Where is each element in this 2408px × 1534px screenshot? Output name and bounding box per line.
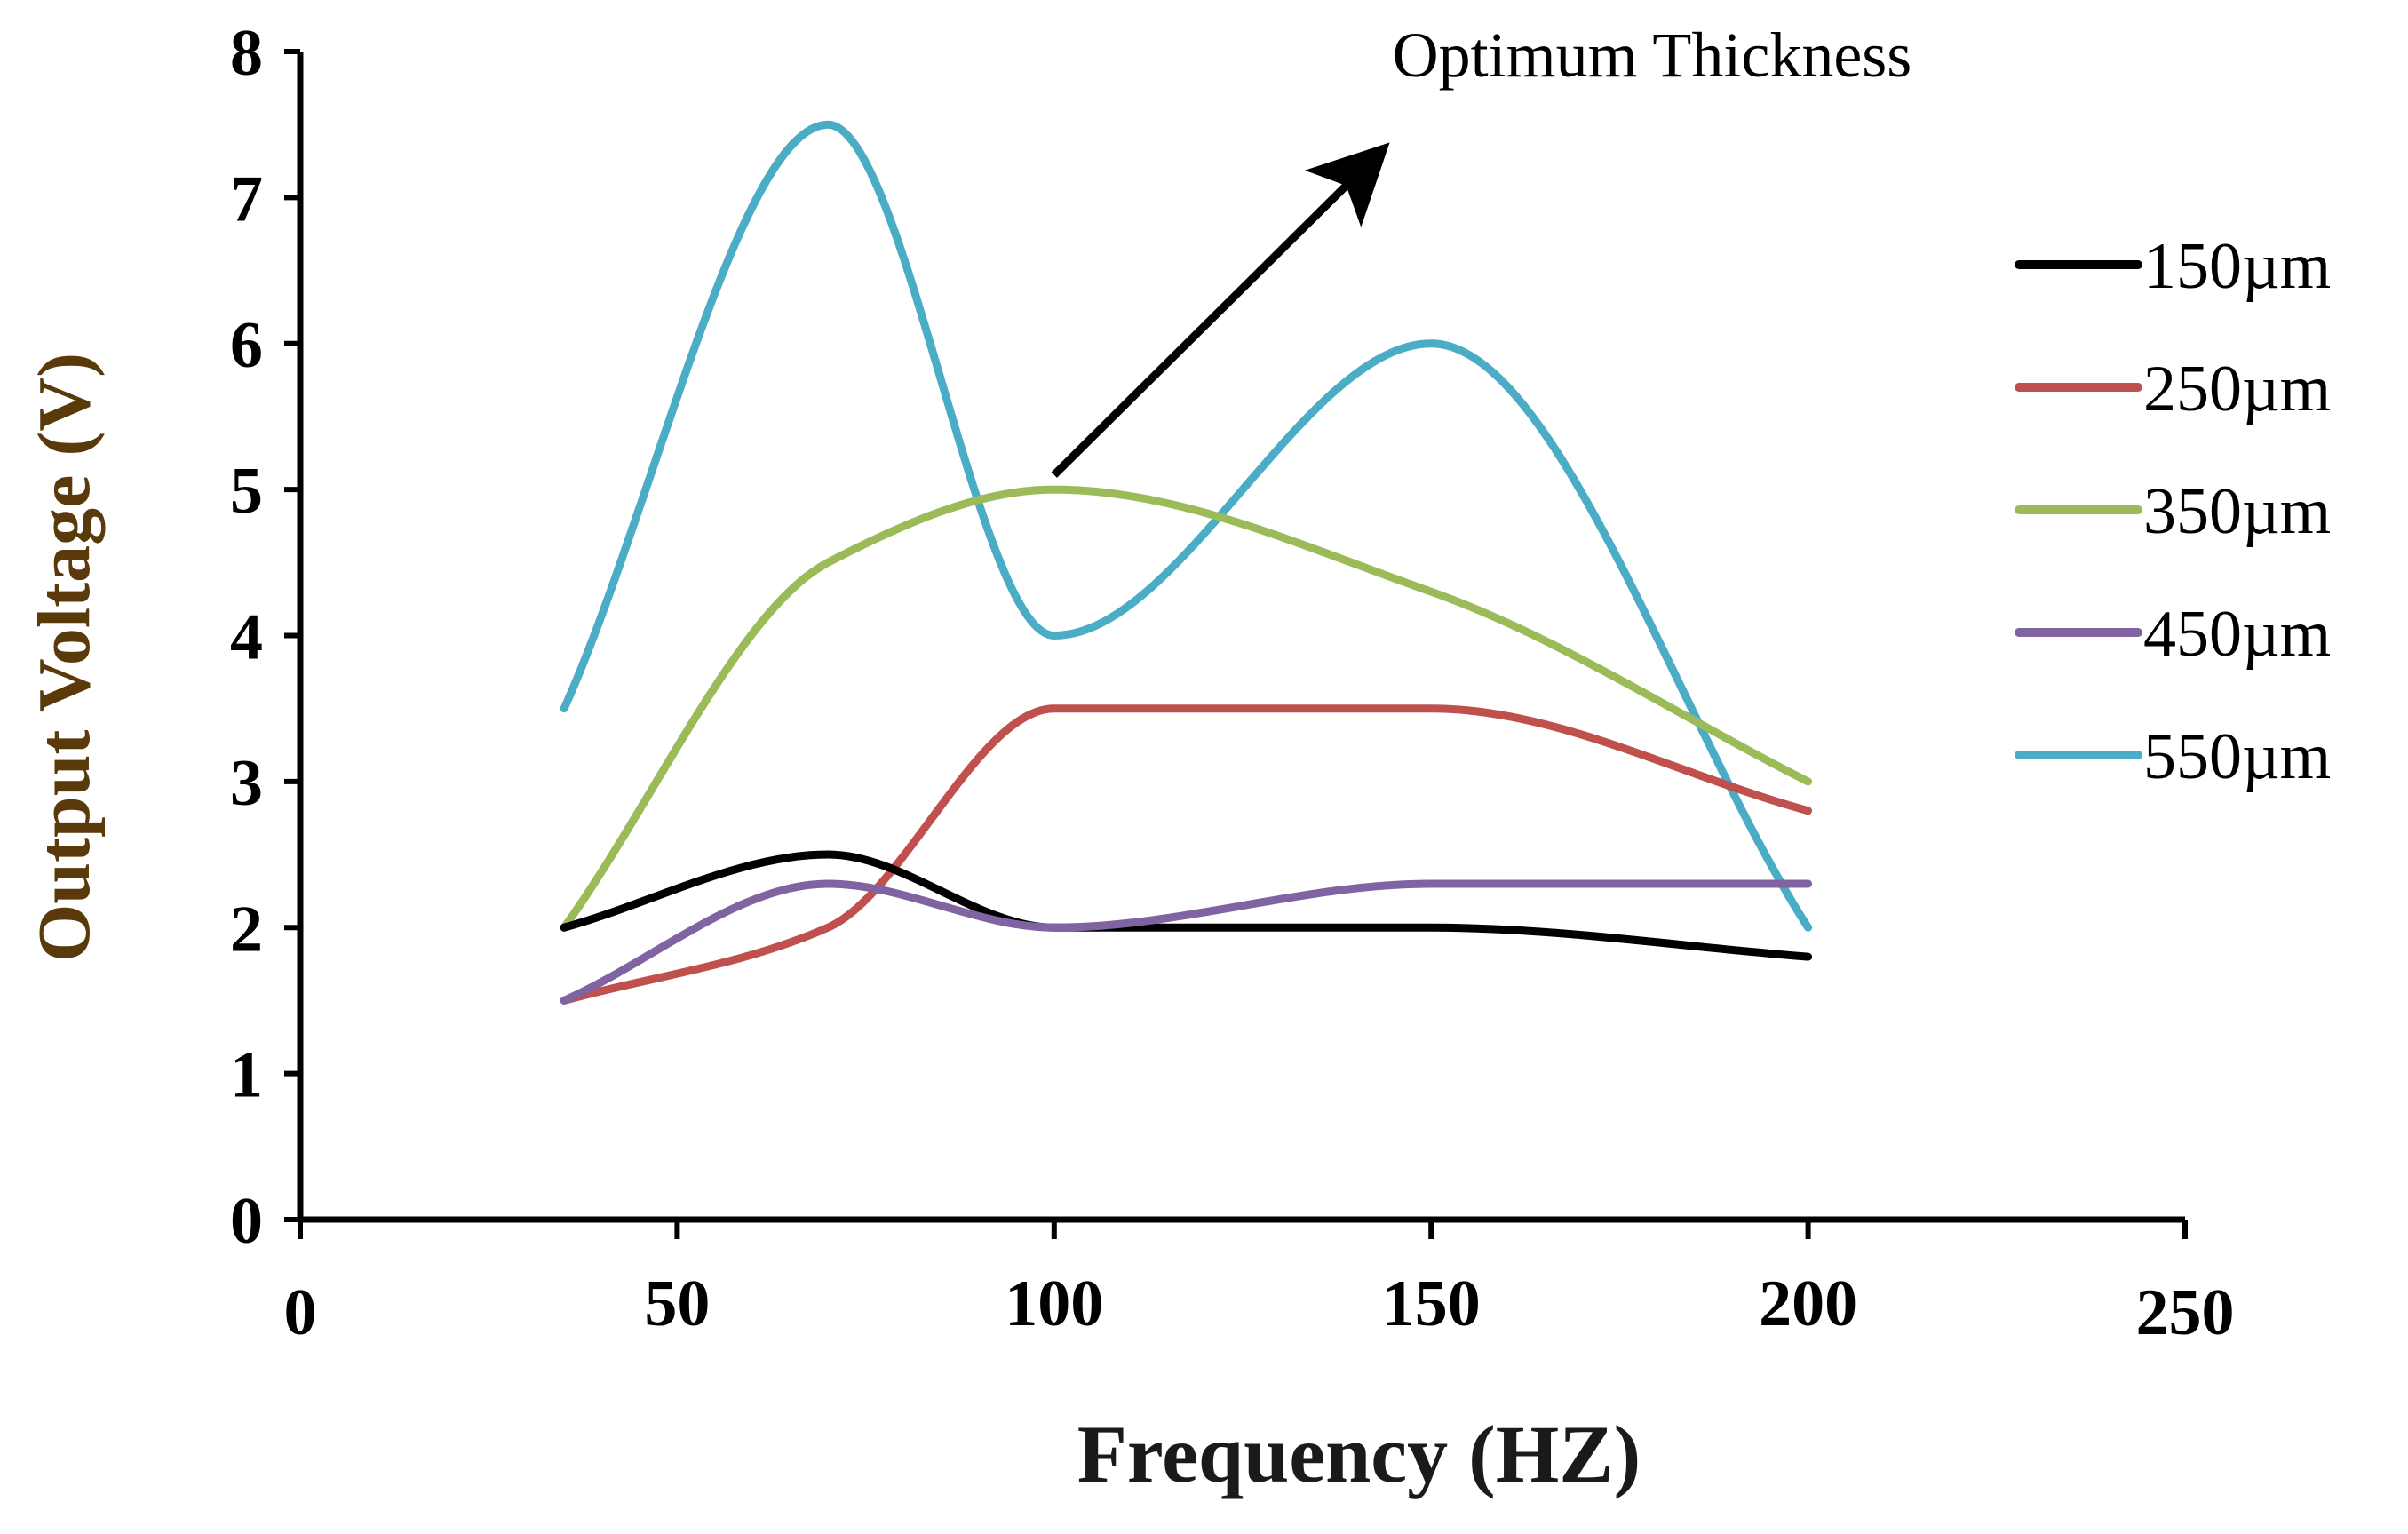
y-tick-label: 6 xyxy=(230,309,263,382)
legend: 150µm 250µm 350µm 450µm 550µm xyxy=(2015,230,2331,793)
x-ticks: 0 50 100 150 200 250 xyxy=(284,1220,2235,1349)
x-tick-label: 150 xyxy=(1382,1268,1481,1340)
y-ticks: 0 1 2 3 4 5 6 7 8 xyxy=(230,17,300,1258)
x-tick-label: 0 xyxy=(284,1276,317,1349)
x-tick-label: 100 xyxy=(1005,1268,1103,1340)
x-tick-label: 200 xyxy=(1759,1268,1857,1340)
legend-label: 350µm xyxy=(2143,475,2331,548)
y-tick-label: 2 xyxy=(230,893,263,966)
x-tick-label: 50 xyxy=(644,1268,710,1340)
legend-label: 150µm xyxy=(2143,230,2331,303)
series-line-250um xyxy=(560,704,1813,1005)
x-tick-label: 250 xyxy=(2136,1276,2235,1349)
annotation-label: Optimum Thickness xyxy=(1393,20,1912,91)
legend-label: 450µm xyxy=(2143,598,2331,671)
series-line-550um xyxy=(560,120,1813,932)
series-line-150um xyxy=(560,850,1813,961)
x-axis-title: Frequency (HZ) xyxy=(1077,1409,1641,1499)
y-tick-label: 4 xyxy=(230,601,263,674)
axes xyxy=(297,52,2185,1223)
y-tick-label: 7 xyxy=(230,163,263,235)
series-line-450um xyxy=(560,879,1813,1005)
y-axis-title: Output Voltage (V) xyxy=(23,353,106,962)
y-tick-label: 3 xyxy=(230,747,263,820)
y-tick-label: 8 xyxy=(230,17,263,90)
optimum-thickness-arrow xyxy=(1051,142,1390,478)
series-line-350um xyxy=(560,485,1813,932)
legend-label: 550µm xyxy=(2143,720,2331,793)
y-tick-label: 1 xyxy=(230,1039,263,1112)
plot-lines xyxy=(560,120,1813,1005)
y-tick-label: 0 xyxy=(230,1185,263,1258)
y-tick-label: 5 xyxy=(230,455,263,528)
legend-label: 250µm xyxy=(2143,353,2331,425)
